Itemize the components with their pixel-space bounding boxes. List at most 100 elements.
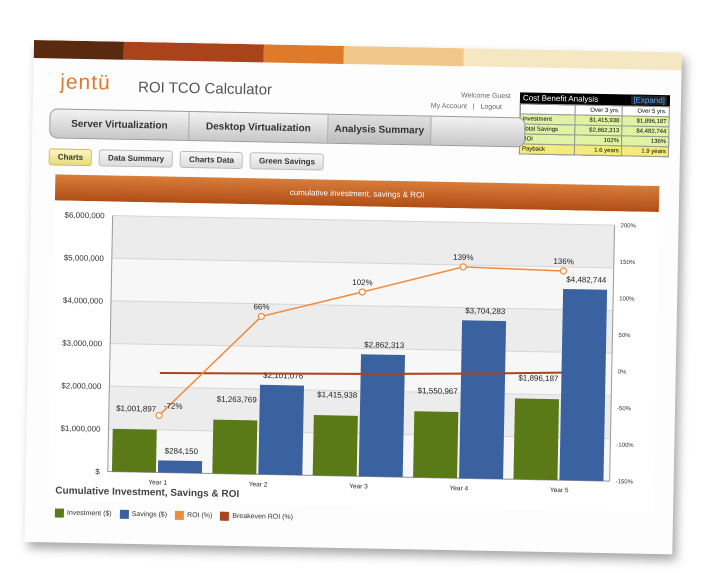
gridline (110, 343, 613, 354)
grid-band (111, 215, 615, 268)
subtab-charts[interactable]: Charts (48, 148, 93, 167)
point-roi (559, 267, 568, 275)
legend-item-roi[interactable]: ROI (%) (174, 510, 213, 521)
y2-tick-label: 200% (620, 223, 636, 229)
sub-tab-bar: Charts Data Summary Charts Data Green Sa… (48, 148, 325, 171)
value-3yr: 1.6 years (574, 144, 622, 156)
bar-investment (413, 411, 459, 479)
bar-investment (111, 428, 157, 473)
bar-investment (513, 398, 560, 481)
point-roi (358, 288, 366, 296)
account-links: My Account | Logout (431, 103, 502, 111)
decorative-header-stripe (33, 40, 682, 71)
cost-benefit-panel: Cost Benefit Analysis [Expand] Over 3 yr… (518, 92, 671, 158)
legend-swatch (220, 511, 230, 521)
link-separator: | (472, 103, 475, 111)
cost-benefit-title: Cost Benefit Analysis (522, 93, 599, 104)
bar-investment (312, 415, 358, 477)
y2-tick-label: 0% (618, 370, 627, 376)
table-row: Payback 1.6 years 1.9 years (519, 143, 669, 157)
legend-swatch (174, 510, 185, 520)
legend-label: Investment ($) (66, 509, 112, 518)
chart-title: cumulative investment, savings & ROI (289, 187, 425, 200)
chart-area: $ $1,000,000 $2,000,000 $3,000,000 $4,000,00… (49, 200, 659, 512)
bar-savings (258, 384, 305, 476)
data-label-roi: 66% (253, 302, 269, 311)
y2-tick-label: 150% (620, 260, 636, 266)
data-label-investment: $1,896,187 (518, 373, 559, 383)
y2-tick-label: 50% (618, 333, 631, 339)
x-tick-label: Year 2 (249, 481, 268, 488)
legend-swatch (54, 508, 65, 518)
data-label-savings: $4,482,744 (566, 275, 607, 285)
line-breakeven-roi (159, 371, 562, 375)
x-tick-label: Year 4 (450, 485, 469, 492)
value-5yr: 1.9 years (621, 145, 669, 157)
bar-savings (559, 288, 608, 482)
bar-savings (459, 320, 507, 480)
y-tick-label: $5,000,000 (64, 253, 105, 263)
gridline (111, 257, 614, 269)
y-tick-label: $1,000,000 (60, 424, 101, 434)
bar-savings (157, 460, 203, 474)
subtab-data-summary[interactable]: Data Summary (98, 149, 174, 168)
gridline (112, 215, 615, 226)
subtab-charts-data[interactable]: Charts Data (179, 150, 244, 170)
data-label-savings: $2,101,076 (263, 371, 304, 381)
legend-label: Breakeven ROI (%) (232, 512, 294, 522)
app-title: ROI TCO Calculator (137, 79, 273, 99)
my-account-link[interactable]: My Account (430, 102, 468, 111)
y-tick-label: $ (95, 467, 100, 476)
y2-tick-label: -50% (617, 406, 632, 412)
y2-tick-label: -100% (616, 443, 634, 449)
x-tick-label: Year 1 (148, 479, 167, 486)
y2-tick-label: -150% (616, 479, 634, 485)
data-label-roi: 139% (453, 253, 474, 262)
gridline (110, 300, 613, 311)
data-label-savings: $3,704,283 (465, 306, 506, 316)
row-label: Payback (519, 143, 575, 155)
legend-label: ROI (%) (186, 512, 213, 520)
expand-link[interactable]: [Expand] (631, 95, 668, 106)
y-axis-left (107, 215, 114, 472)
tab-server-virtualization[interactable]: Server Virtualization (50, 109, 190, 140)
data-label-savings: $2,862,313 (364, 340, 405, 350)
logout-link[interactable]: Logout (480, 103, 502, 111)
legend-item-savings[interactable]: Savings ($) (119, 509, 168, 520)
y-tick-label: $2,000,000 (61, 381, 102, 391)
point-roi (155, 411, 163, 420)
app-window: jentü ROI TCO Calculator Welcome Guest M… (24, 40, 682, 555)
cost-benefit-table: Over 3 yrs. Over 5 yrs. Investment $1,41… (519, 103, 670, 157)
y2-tick-label: 100% (619, 296, 635, 302)
legend-item-investment[interactable]: Investment ($) (54, 508, 112, 518)
data-label-roi: -72% (164, 402, 183, 411)
app-page: jentü ROI TCO Calculator Welcome Guest M… (24, 40, 682, 555)
legend-item-breakeven-roi[interactable]: Breakeven ROI (%) (220, 511, 294, 522)
jentu-logo: jentü (59, 70, 111, 95)
data-label-roi: 136% (553, 257, 574, 266)
investment-savings-roi-chart: $ $1,000,000 $2,000,000 $3,000,000 $4,000,00… (60, 211, 636, 495)
y-axis-right (609, 225, 616, 482)
grid-band (111, 258, 614, 311)
tab-desktop-virtualization[interactable]: Desktop Virtualization (189, 112, 329, 143)
y-tick-label: $6,000,000 (65, 211, 106, 221)
point-roi (257, 312, 265, 321)
data-label-investment: $1,415,938 (317, 390, 358, 400)
bar-savings (358, 354, 406, 478)
y-tick-label: $3,000,000 (62, 339, 103, 349)
point-roi (459, 263, 467, 271)
y-tick-label: $4,000,000 (63, 296, 104, 306)
tab-analysis-summary[interactable]: Analysis Summary (328, 114, 432, 145)
subtab-green-savings[interactable]: Green Savings (249, 152, 325, 171)
x-tick-label: Year 5 (550, 487, 569, 494)
main-tab-bar: Server Virtualization Desktop Virtualiza… (49, 108, 526, 148)
x-tick-label: Year 3 (349, 483, 368, 490)
legend-swatch (119, 509, 129, 519)
data-label-investment: $1,263,769 (217, 395, 258, 405)
data-label-savings: $284,150 (165, 446, 199, 456)
data-label-roi: 102% (352, 278, 373, 287)
legend-label: Savings ($) (131, 510, 168, 519)
data-label-investment: $1,001,897 (116, 404, 157, 414)
bar-investment (212, 419, 258, 475)
